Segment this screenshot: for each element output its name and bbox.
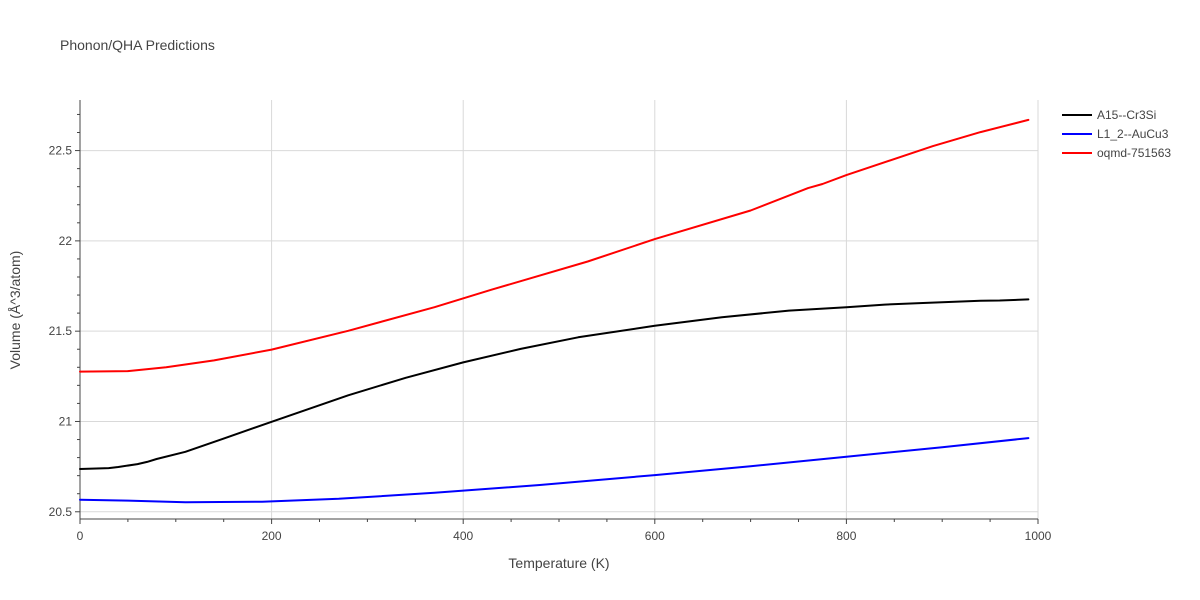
x-tick-label: 600: [645, 529, 665, 543]
legend: A15--Cr3Si L1_2--AuCu3 oqmd-751563: [1062, 108, 1171, 160]
x-tick-label: 0: [77, 529, 84, 543]
y-tick-label: 22.5: [49, 144, 73, 158]
series-line-a15-cr3si: [79, 298, 1030, 470]
series-line-l1-2-aucu3: [79, 437, 1030, 504]
axes: [75, 100, 1039, 524]
x-tick-label: 400: [453, 529, 473, 543]
y-tick-labels: 20.5 21 21.5 22 22.5: [49, 144, 73, 519]
y-tick-label: 22: [59, 234, 73, 248]
chart-title: Phonon/QHA Predictions: [60, 37, 215, 53]
grid: [80, 100, 1039, 519]
x-tick-label: 1000: [1025, 529, 1052, 543]
x-tick-label: 800: [836, 529, 856, 543]
x-tick-label: 200: [262, 529, 282, 543]
y-tick-label: 21.5: [49, 324, 73, 338]
x-axis-label: Temperature (K): [508, 555, 609, 571]
y-axis-label: Volume (Å^3/atom): [7, 251, 23, 370]
series-line-oqmd-751563: [79, 118, 1030, 373]
legend-item-a15-cr3si[interactable]: A15--Cr3Si: [1062, 108, 1156, 122]
x-tick-labels: 0 200 400 600 800 1000: [77, 529, 1052, 543]
y-tick-label: 21: [59, 414, 73, 428]
legend-label: oqmd-751563: [1097, 146, 1171, 160]
legend-item-l1-2-aucu3[interactable]: L1_2--AuCu3: [1062, 127, 1169, 141]
y-tick-label: 20.5: [49, 505, 73, 519]
legend-label: A15--Cr3Si: [1097, 108, 1156, 122]
series-lines: [79, 118, 1030, 504]
legend-item-oqmd-751563[interactable]: oqmd-751563: [1062, 146, 1171, 160]
legend-label: L1_2--AuCu3: [1097, 127, 1169, 141]
